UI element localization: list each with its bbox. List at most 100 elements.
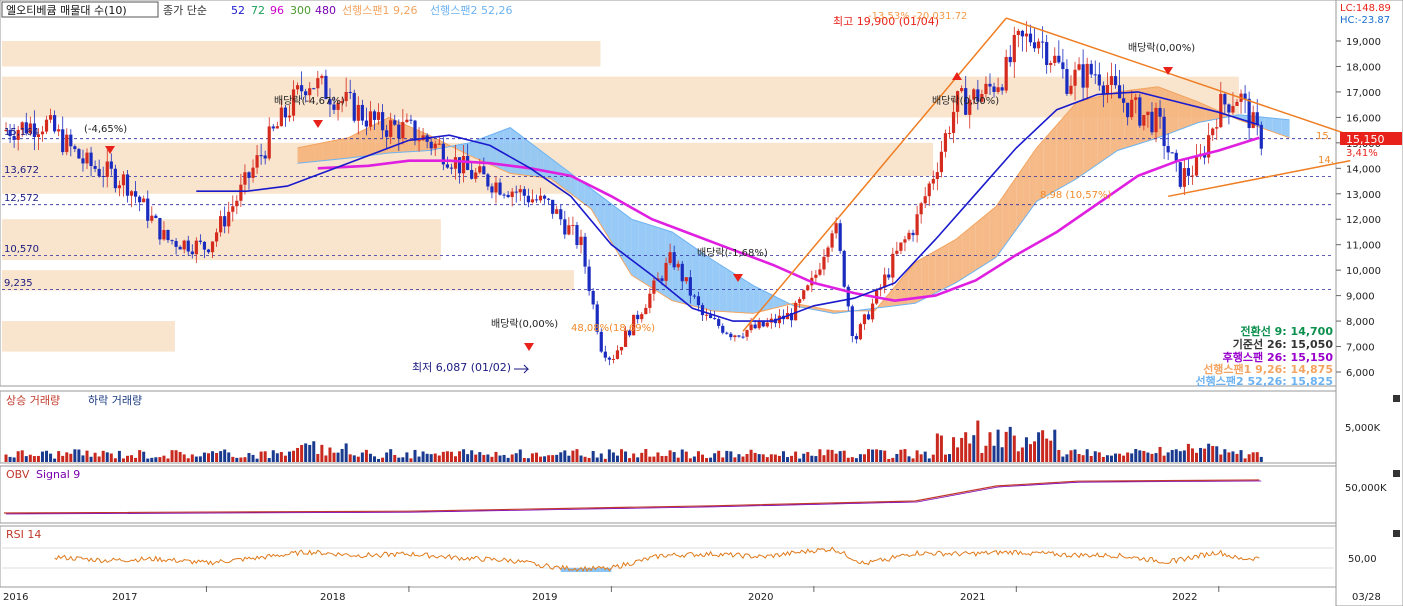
volume-bar: [377, 458, 381, 462]
volume-bar: [644, 449, 648, 462]
cloud-segment: [604, 198, 612, 243]
candle-body: [858, 324, 863, 340]
volume-bar: [166, 458, 170, 462]
candle-body: [1194, 156, 1199, 176]
candle-body: [162, 230, 166, 240]
volume-bar: [806, 452, 810, 462]
volume-bar: [761, 454, 765, 462]
dividend-2020: 배당락(0,00%): [932, 95, 999, 107]
cloud-segment: [1009, 177, 1017, 239]
candle-body: [117, 185, 122, 189]
rsi-panel-button[interactable]: [1393, 530, 1400, 537]
volume-bar: [1215, 446, 1219, 462]
cloud-segment: [1056, 117, 1064, 190]
price-tick-label: 17,000: [1346, 88, 1381, 99]
readout-span1: 선행스팬1 9,26: 14,875: [1203, 362, 1333, 376]
candle-body: [441, 143, 445, 165]
candle-body: [1008, 56, 1012, 63]
readout-conversion: 전환선 9: 14,700: [1240, 324, 1333, 338]
candle-body: [814, 274, 818, 278]
candle-body: [1170, 152, 1174, 154]
candle-body: [336, 102, 340, 110]
dividend-marker-2019: [733, 274, 743, 282]
dividend-marker-2018: [524, 343, 534, 351]
current-change: 3,41%: [1346, 148, 1378, 159]
candle-body: [1251, 112, 1255, 129]
volume-bar: [648, 456, 652, 462]
candle-body: [619, 346, 624, 351]
candle-body: [287, 115, 292, 118]
low-arrow: [514, 364, 530, 374]
candle-body: [44, 119, 49, 132]
candle-body: [980, 93, 984, 102]
ma96-line: [317, 136, 1260, 303]
trendlines: [742, 17, 1351, 332]
dividend-marker-2021: [1163, 67, 1173, 75]
x-axis: [205, 586, 1220, 592]
volume-bar: [583, 456, 587, 462]
candle-body: [186, 240, 190, 252]
candle-body: [1113, 76, 1118, 86]
volume-bar: [466, 454, 470, 462]
volume-bar: [879, 450, 883, 462]
cloud-segment: [483, 135, 490, 165]
cloud-segment: [699, 250, 706, 310]
candle-body: [1190, 175, 1195, 177]
volume-bar: [830, 449, 834, 462]
volume-bar: [1199, 447, 1203, 462]
volume-bar: [1118, 453, 1122, 462]
volume-bar: [389, 449, 393, 462]
candle-body: [522, 189, 526, 196]
cloud-segment: [955, 234, 963, 283]
candle-body: [182, 240, 186, 250]
candle-body: [1004, 56, 1008, 91]
candle-body: [437, 143, 441, 145]
candle-body: [1174, 152, 1178, 163]
candle-body: [1126, 102, 1130, 118]
volume-bar: [255, 458, 259, 462]
candle-body: [1105, 84, 1110, 95]
candle-body: [976, 89, 980, 102]
candle-body: [968, 99, 972, 115]
volume-panel-button[interactable]: [1393, 395, 1400, 402]
volume-bar: [696, 451, 700, 462]
rsi-line: [2, 546, 1334, 573]
volume-bar: [1008, 426, 1012, 462]
candle-body: [526, 195, 530, 203]
volume-bar: [494, 451, 498, 462]
cloud-segment: [928, 251, 936, 297]
candle-body: [1065, 69, 1069, 94]
pct-2019: 48,08%(18,69%): [571, 323, 655, 334]
volume-bar: [348, 454, 352, 462]
title-box[interactable]: [1, 1, 159, 18]
cloud-segment: [1185, 97, 1192, 128]
volume-bar: [1097, 452, 1101, 462]
candle-body: [138, 196, 142, 203]
volume-bar: [1223, 449, 1227, 462]
candle-body: [567, 225, 571, 235]
candle-body: [1162, 116, 1166, 146]
volume-bar: [810, 455, 814, 462]
volume-bar: [486, 454, 490, 462]
candle-body: [862, 314, 867, 325]
candle-body: [158, 218, 162, 240]
cloud-segment: [339, 137, 349, 159]
candle-body: [850, 306, 854, 337]
candle-body: [154, 215, 158, 219]
candle-body: [870, 303, 875, 320]
volume-bar: [773, 454, 777, 462]
obv-panel-button[interactable]: [1393, 470, 1400, 477]
candle-body: [1000, 87, 1004, 91]
candle-body: [919, 203, 923, 215]
volume-bar: [802, 453, 806, 462]
candle-body: [1089, 63, 1093, 75]
candle-body: [672, 252, 676, 268]
candle-body: [150, 215, 154, 221]
volume-bar: [279, 451, 283, 462]
cloud-segment: [1029, 147, 1037, 211]
candle-body: [368, 111, 373, 127]
volume-bar: [89, 456, 93, 462]
candle-body: [571, 225, 575, 227]
candle-body: [895, 250, 899, 254]
level-label-15164: 15,164: [4, 127, 39, 138]
